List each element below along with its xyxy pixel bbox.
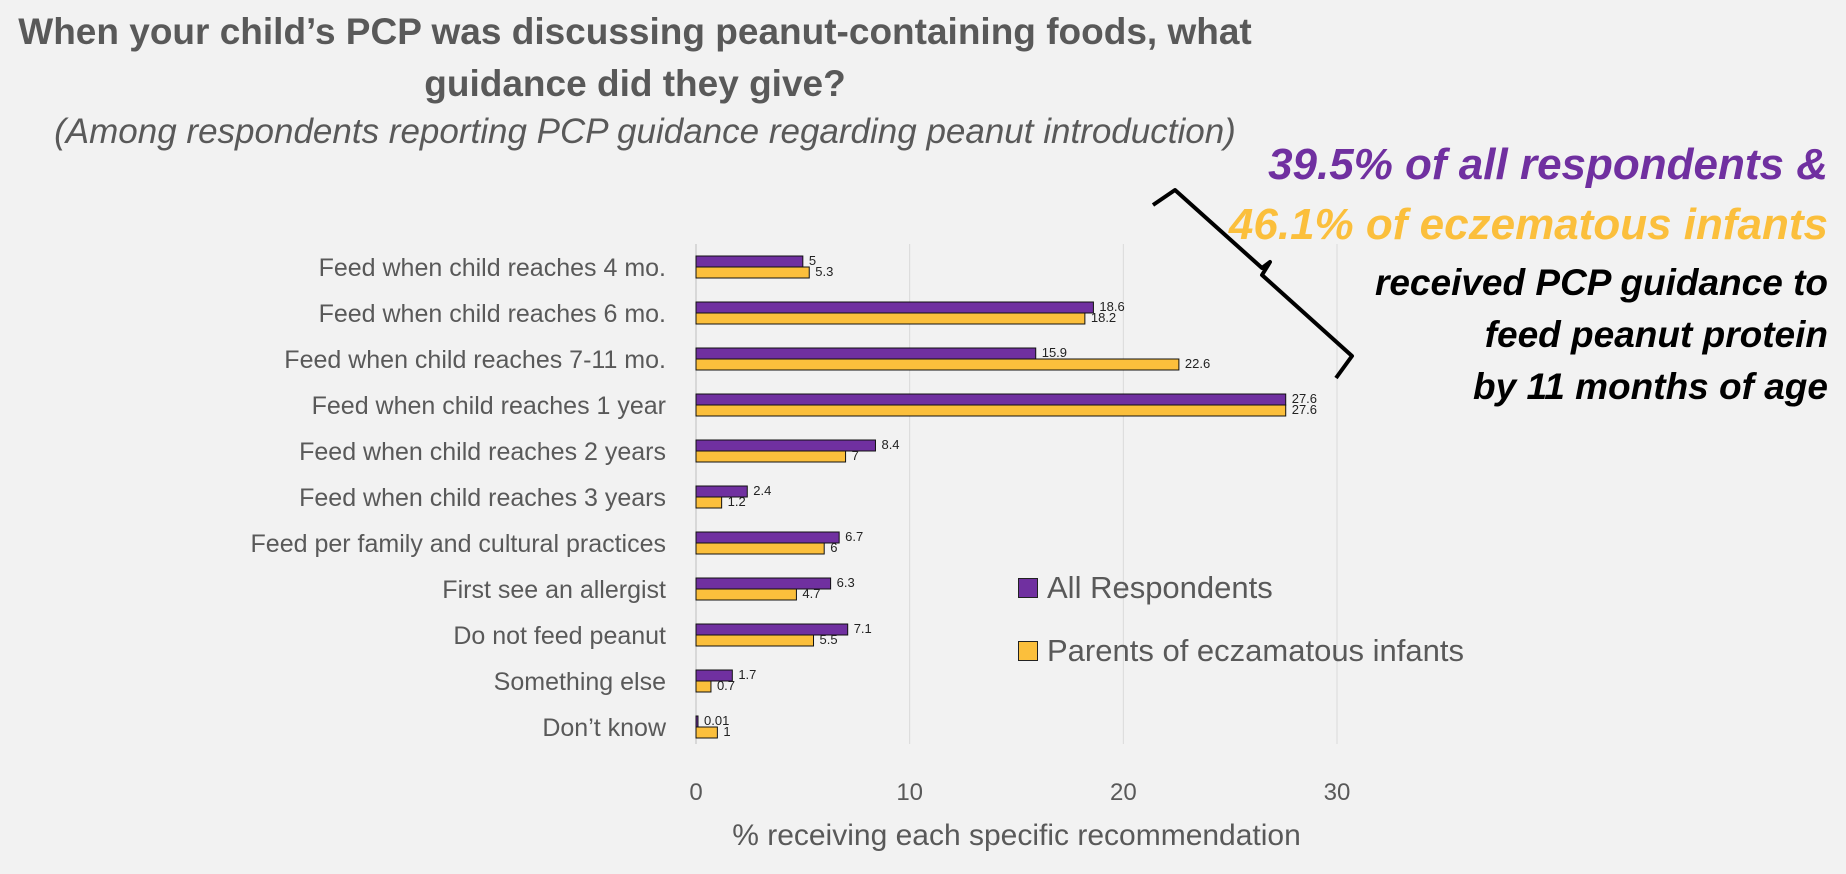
data-label-all-respondents-6: 6.7 bbox=[845, 529, 863, 544]
data-label-eczematous-9: 0.7 bbox=[717, 678, 735, 693]
category-label-3: Feed when child reaches 1 year bbox=[312, 392, 666, 420]
legend-swatch-eczematous bbox=[1018, 641, 1038, 661]
data-label-eczematous-0: 5.3 bbox=[815, 264, 833, 279]
data-label-all-respondents-8: 7.1 bbox=[854, 621, 872, 636]
category-label-0: Feed when child reaches 4 mo. bbox=[319, 254, 666, 282]
category-label-1: Feed when child reaches 6 mo. bbox=[319, 300, 666, 328]
callout-line-3: received PCP guidance to bbox=[1374, 262, 1828, 303]
bar-all-respondents-6 bbox=[695, 531, 840, 544]
category-label-9: Something else bbox=[494, 668, 666, 696]
bar-eczematous-7 bbox=[695, 588, 797, 601]
bar-eczematous-0 bbox=[695, 266, 810, 279]
x-tick-label-0: 0 bbox=[689, 779, 702, 806]
x-axis-label: % receiving each specific recommendation bbox=[732, 819, 1301, 852]
data-label-eczematous-4: 7 bbox=[852, 448, 859, 463]
callout-line-2: 46.1% of eczematous infants bbox=[1228, 200, 1828, 249]
category-label-6: Feed per family and cultural practices bbox=[251, 530, 666, 558]
data-label-all-respondents-0: 5 bbox=[809, 253, 816, 268]
data-label-eczematous-6: 6 bbox=[830, 540, 837, 555]
chart-title: When your child’s PCP was discussing pea… bbox=[0, 6, 1270, 110]
data-label-all-respondents-9: 1.7 bbox=[738, 667, 756, 682]
bar-all-respondents-3 bbox=[695, 393, 1287, 406]
legend-label-all-respondents: All Respondents bbox=[1047, 570, 1273, 605]
title-line-1: When your child’s PCP was discussing pea… bbox=[18, 11, 1252, 52]
callout-line-5: by 11 months of age bbox=[1473, 366, 1828, 407]
callout-line-1: 39.5% of all respondents & bbox=[1268, 140, 1828, 189]
callout-brace bbox=[1151, 188, 1354, 380]
bar-eczematous-4 bbox=[695, 450, 847, 463]
bar-eczematous-2 bbox=[695, 358, 1180, 371]
category-label-8: Do not feed peanut bbox=[453, 622, 666, 650]
bar-eczematous-3 bbox=[695, 404, 1287, 417]
bar-all-respondents-2 bbox=[695, 347, 1037, 360]
data-label-all-respondents-1: 18.6 bbox=[1099, 299, 1124, 314]
bar-all-respondents-1 bbox=[695, 301, 1094, 314]
category-label-10: Don’t know bbox=[542, 714, 667, 742]
bar-all-respondents-9 bbox=[695, 669, 733, 682]
bar-eczematous-5 bbox=[695, 496, 723, 509]
legend-item-all-respondents: All Respondents bbox=[1018, 570, 1273, 606]
category-label-5: Feed when child reaches 3 years bbox=[299, 484, 666, 512]
category-label-2: Feed when child reaches 7-11 mo. bbox=[284, 346, 666, 374]
bar-eczematous-9 bbox=[695, 680, 712, 693]
legend-item-eczematous: Parents of eczamatous infants bbox=[1018, 633, 1464, 669]
callout-line-4: feed peanut protein bbox=[1484, 314, 1828, 355]
data-label-eczematous-3: 27.6 bbox=[1292, 402, 1317, 417]
data-label-all-respondents-4: 8.4 bbox=[881, 437, 899, 452]
data-label-all-respondents-5: 2.4 bbox=[753, 483, 771, 498]
bar-eczematous-10 bbox=[695, 726, 718, 739]
bar-all-respondents-4 bbox=[695, 439, 876, 452]
data-label-eczematous-8: 5.5 bbox=[820, 632, 838, 647]
x-tick-label-3: 30 bbox=[1324, 779, 1351, 806]
legend-swatch-all-respondents bbox=[1018, 578, 1038, 598]
bar-all-respondents-10 bbox=[695, 715, 699, 728]
data-label-all-respondents-2: 15.9 bbox=[1042, 345, 1067, 360]
data-label-all-respondents-7: 6.3 bbox=[837, 575, 855, 590]
data-label-eczematous-2: 22.6 bbox=[1185, 356, 1210, 371]
title-line-2: guidance did they give? bbox=[424, 63, 846, 104]
bar-all-respondents-0 bbox=[695, 255, 804, 268]
bar-eczematous-6 bbox=[695, 542, 825, 555]
data-label-eczematous-10: 1 bbox=[723, 724, 730, 739]
category-label-7: First see an allergist bbox=[442, 576, 666, 604]
x-tick-label-2: 20 bbox=[1110, 779, 1137, 806]
data-label-eczematous-5: 1.2 bbox=[728, 494, 746, 509]
data-label-all-respondents-10: 0.01 bbox=[704, 713, 729, 728]
bar-eczematous-1 bbox=[695, 312, 1086, 325]
legend-label-eczematous: Parents of eczamatous infants bbox=[1047, 633, 1465, 668]
chart-subtitle: (Among respondents reporting PCP guidanc… bbox=[54, 112, 1236, 151]
data-label-eczematous-1: 18.2 bbox=[1091, 310, 1116, 325]
data-label-eczematous-7: 4.7 bbox=[802, 586, 820, 601]
data-label-all-respondents-3: 27.6 bbox=[1292, 391, 1317, 406]
bar-eczematous-8 bbox=[695, 634, 815, 647]
x-tick-label-1: 10 bbox=[896, 779, 923, 806]
category-label-4: Feed when child reaches 2 years bbox=[299, 438, 666, 466]
